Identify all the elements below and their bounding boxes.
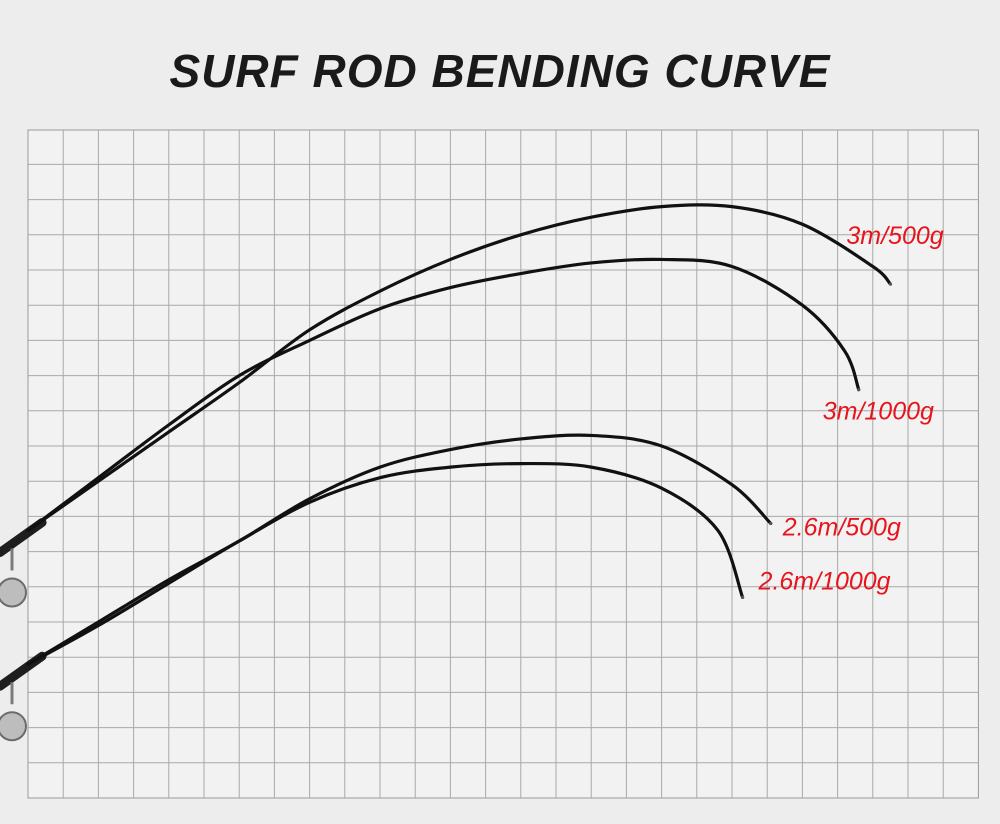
curve-3m-1000g: [26, 257, 861, 533]
curve-lines: [26, 203, 893, 666]
series-label: 3m/500g: [846, 222, 943, 250]
chart-title: SURF ROD BENDING CURVE: [169, 45, 831, 97]
series-label: 3m/1000g: [823, 398, 934, 426]
curve-labels: 3m/500g 3m/1000g 2.6m/500g 2.6m/1000g: [758, 222, 944, 595]
curve-2-6m-1000g: [26, 461, 745, 666]
curve-2-6m-500g: [26, 433, 773, 666]
reel-icon: [0, 711, 27, 742]
series-label: 2.6m/500g: [782, 513, 901, 541]
curve-tip-point: [857, 388, 861, 392]
curve-tip-point: [740, 595, 745, 599]
series-label: 2.6m/1000g: [758, 567, 891, 595]
reel-icon: [0, 577, 27, 608]
curve-tip-point: [888, 282, 893, 286]
curve-tip-point: [769, 521, 773, 526]
curve-3m-500g: [26, 203, 892, 533]
